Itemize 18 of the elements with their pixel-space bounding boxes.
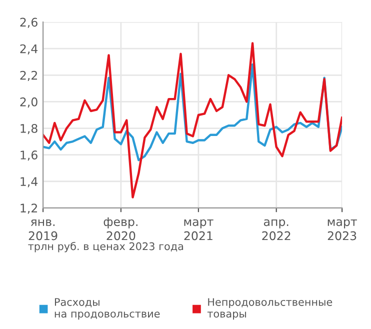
text: трлн руб. в ценах 2023 года [28,242,184,252]
legend-label: Непродовольственные товары [207,298,332,320]
x-tick-label: февр. 2020 [104,217,138,240]
x-tick-label: март 2021 [184,219,214,240]
y-tick-label: 1,6 [20,150,38,161]
x-tick-label: янв. 2019 [28,219,58,240]
y-tick-label: 1,4 [20,177,38,188]
line-series [43,63,342,162]
y-tick-label: 2,6 [20,18,38,28]
line-series [43,42,342,198]
y-tick-label: 2,0 [20,97,38,108]
y-tick-label: 2,2 [20,70,37,82]
y-tick-label: 2,4 [20,44,38,54]
y-tick-label: 1,2 [20,204,37,214]
y-tick-label: 1,8 [20,124,38,134]
x-tick-label: апр. 2022 [262,219,290,240]
legend-label: Расходы на продовольствие [54,298,160,320]
x-tick-label: март 2023 [328,219,357,240]
